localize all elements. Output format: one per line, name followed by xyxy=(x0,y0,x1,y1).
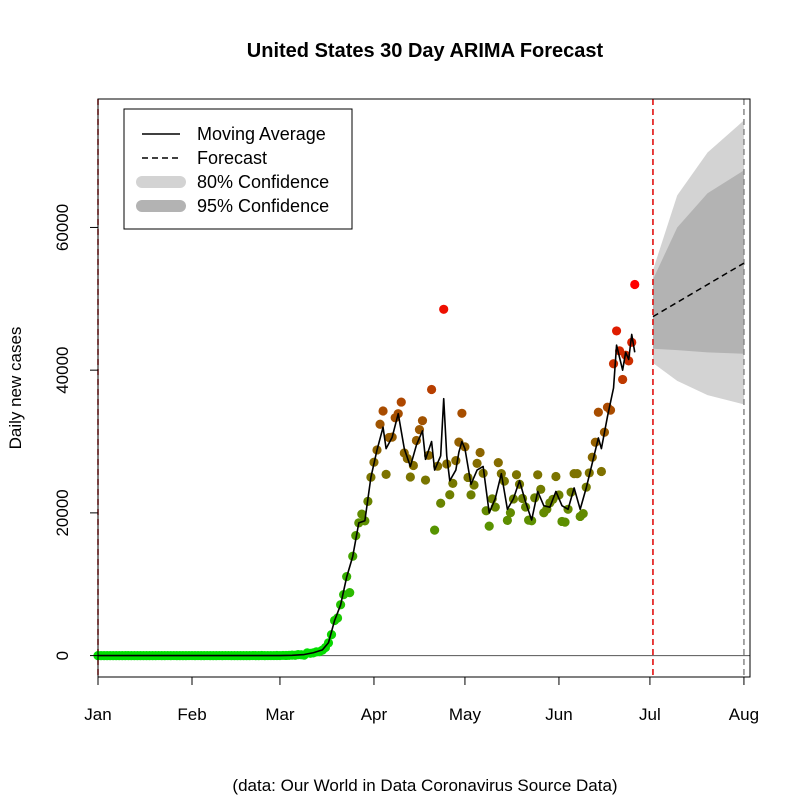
data-point-101 xyxy=(396,397,406,407)
axes: Jan Feb Mar Apr May Jun Jul Aug 0 20000 40000 60000 xyxy=(53,98,759,724)
legend-label-1: Moving Average xyxy=(197,124,326,144)
x-tick-label-7: Jul xyxy=(639,705,661,724)
forecast-line xyxy=(652,262,745,318)
data-point-112 xyxy=(430,525,440,535)
data-point-116 xyxy=(442,459,452,469)
data-point-117 xyxy=(445,490,455,500)
data-point-119 xyxy=(451,455,461,466)
data-point-127 xyxy=(475,447,485,458)
data-point-121 xyxy=(457,408,467,418)
data-point-124 xyxy=(466,490,476,500)
data-point-109 xyxy=(420,475,431,485)
data-point-111 xyxy=(426,384,437,395)
data-point-171 xyxy=(608,359,619,369)
data-point-167 xyxy=(596,466,607,477)
data-point-84 xyxy=(345,588,355,598)
legend-label-3: 80% Confidence xyxy=(197,172,329,192)
x-tick-label-5: May xyxy=(449,705,482,724)
data-point-128 xyxy=(478,468,488,478)
x-tick-label-2: Feb xyxy=(177,705,206,724)
data-point-136 xyxy=(502,515,512,525)
data-point-166 xyxy=(593,407,603,417)
data-point-145 xyxy=(530,493,540,503)
data-point-133 xyxy=(493,458,503,468)
data-point-155 xyxy=(560,517,570,527)
y-tick-label-3: 40000 xyxy=(53,347,72,394)
x-tick-label-6: Jun xyxy=(545,705,572,724)
x-tick-label-4: Apr xyxy=(361,705,388,724)
data-point-152 xyxy=(551,471,561,482)
data-point-170 xyxy=(605,405,616,415)
plot-area xyxy=(93,99,750,677)
legend-label-2: Forecast xyxy=(197,148,267,168)
plot-frame xyxy=(97,98,751,678)
y-tick-label-2: 20000 xyxy=(53,489,72,536)
confidence-band-80 xyxy=(652,170,744,354)
data-point-104 xyxy=(405,472,415,482)
y-tick-label-4: 60000 xyxy=(53,204,72,251)
data-point-95 xyxy=(378,406,388,416)
data-point-178 xyxy=(630,279,640,290)
x-tick-label-3: Mar xyxy=(265,705,295,724)
data-point-174 xyxy=(618,374,628,385)
data-point-135 xyxy=(499,476,509,486)
data-point-146 xyxy=(533,470,543,480)
y-tick-label-1: 0 xyxy=(53,651,72,660)
data-point-126 xyxy=(472,458,482,468)
data-point-137 xyxy=(505,508,516,518)
y-axis-label: Daily new cases xyxy=(6,327,25,450)
x-tick-label-1: Jan xyxy=(84,705,111,724)
data-point-161 xyxy=(578,508,588,519)
data-source-caption: (data: Our World in Data Coronavirus Sou… xyxy=(232,776,617,795)
data-point-139 xyxy=(511,470,522,480)
data-point-115 xyxy=(439,304,449,314)
data-point-94 xyxy=(375,419,385,429)
data-point-172 xyxy=(611,326,622,336)
data-point-108 xyxy=(417,416,428,426)
data-point-114 xyxy=(436,498,446,508)
x-tick-label-8: Aug xyxy=(729,705,759,724)
legend-label-4: 95% Confidence xyxy=(197,196,329,216)
data-point-96 xyxy=(381,469,391,479)
data-point-130 xyxy=(484,521,494,531)
moving-average-line xyxy=(98,333,636,657)
data-point-159 xyxy=(572,469,582,479)
legend: Moving Average Forecast 80% Confidence 95% … xyxy=(123,108,353,230)
data-point-176 xyxy=(624,356,634,366)
chart-title: United States 30 Day ARIMA Forecast xyxy=(247,40,604,62)
